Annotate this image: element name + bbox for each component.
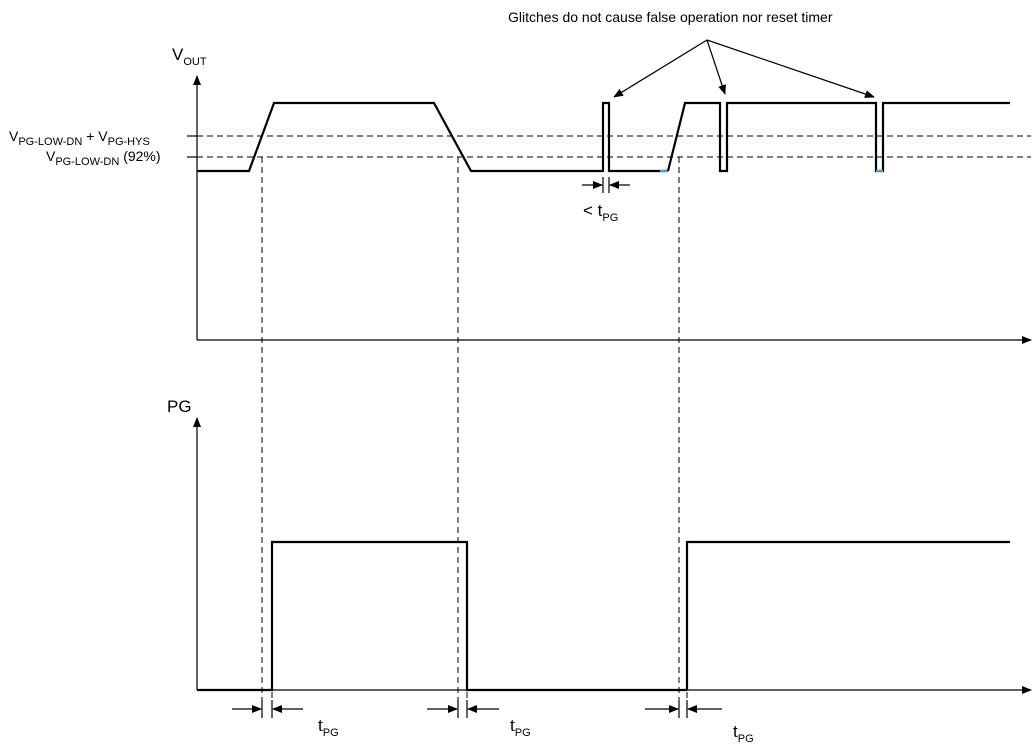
threshold-upper-label: VPG-LOW-DN + VPG-HYS (9, 128, 150, 148)
glitch-arrow-2 (706, 39, 726, 95)
pg-axis-label: PG (167, 397, 192, 416)
pg-waveform-pulse-2 (685, 540, 1010, 690)
delay-marker-3 (645, 700, 722, 718)
delay-marker-2 (427, 700, 499, 718)
delay-marker-1 (232, 700, 303, 718)
glitch-arrow-1 (613, 39, 708, 98)
threshold-lower-label: VPG-LOW-DN (92%) (46, 148, 161, 168)
vout-axis-label: VOUT (172, 45, 207, 68)
delay-label-2: tPG (510, 716, 531, 739)
vout-waveform-segment-2 (666, 101, 1010, 173)
delay-label-1: tPG (318, 716, 339, 739)
glitch-annotation: Glitches do not cause false operation no… (508, 9, 833, 25)
vout-waveform-segment-1 (197, 101, 668, 173)
glitch-width-label: < tPG (583, 201, 618, 224)
delay-label-3: tPG (733, 722, 754, 745)
pg-waveform-pulse-1 (197, 540, 687, 692)
glitch-arrow-3 (706, 39, 875, 98)
